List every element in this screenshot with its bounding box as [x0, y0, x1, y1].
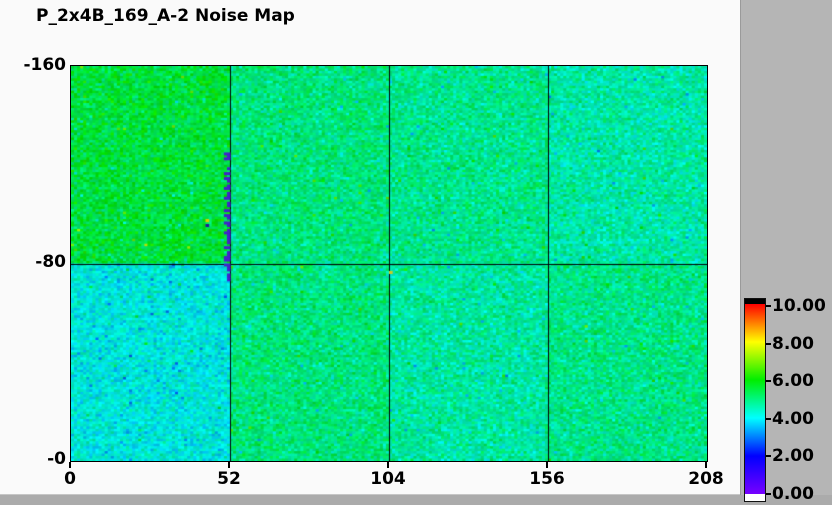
x-axis-label: 208 [688, 469, 724, 489]
x-axis-tick [705, 462, 707, 468]
y-axis-label: -160 [23, 55, 66, 75]
colorbar-underflow-cap [745, 494, 765, 501]
chart-title: P_2x4B_169_A-2 Noise Map [36, 6, 295, 26]
x-axis-label: 156 [529, 469, 565, 489]
colorbar-label: 0.00 [772, 484, 814, 504]
x-axis-tick [546, 462, 548, 468]
x-axis-tick [228, 462, 230, 468]
colorbar-label: 10.00 [772, 296, 826, 316]
bottom-strip [0, 494, 832, 505]
colorbar-tick [766, 418, 771, 420]
colorbar-label: 6.00 [772, 371, 814, 391]
x-axis-label: 0 [64, 469, 76, 489]
colorbar-gradient [745, 304, 765, 494]
x-axis-label: 104 [370, 469, 406, 489]
colorbar-tick [766, 380, 771, 382]
colorbar-tick [766, 455, 771, 457]
y-axis-label: -0 [47, 449, 66, 469]
colorbar-label: 8.00 [772, 334, 814, 354]
x-axis-tick [387, 462, 389, 468]
colorbar [744, 298, 766, 502]
colorbar-tick [766, 493, 771, 495]
colorbar-label: 2.00 [772, 446, 814, 466]
colorbar-tick [766, 305, 771, 307]
heatmap-canvas [71, 66, 707, 461]
heatmap-plot [70, 65, 708, 462]
colorbar-label: 4.00 [772, 409, 814, 429]
colorbar-tick [766, 343, 771, 345]
x-axis-tick [69, 462, 71, 468]
colorbar-panel: 10.00 8.00 6.00 4.00 2.00 0.00 [740, 0, 832, 504]
colorbar-overflow-cap [745, 299, 765, 304]
x-axis-label: 52 [217, 469, 241, 489]
y-axis-label: -80 [35, 252, 66, 272]
